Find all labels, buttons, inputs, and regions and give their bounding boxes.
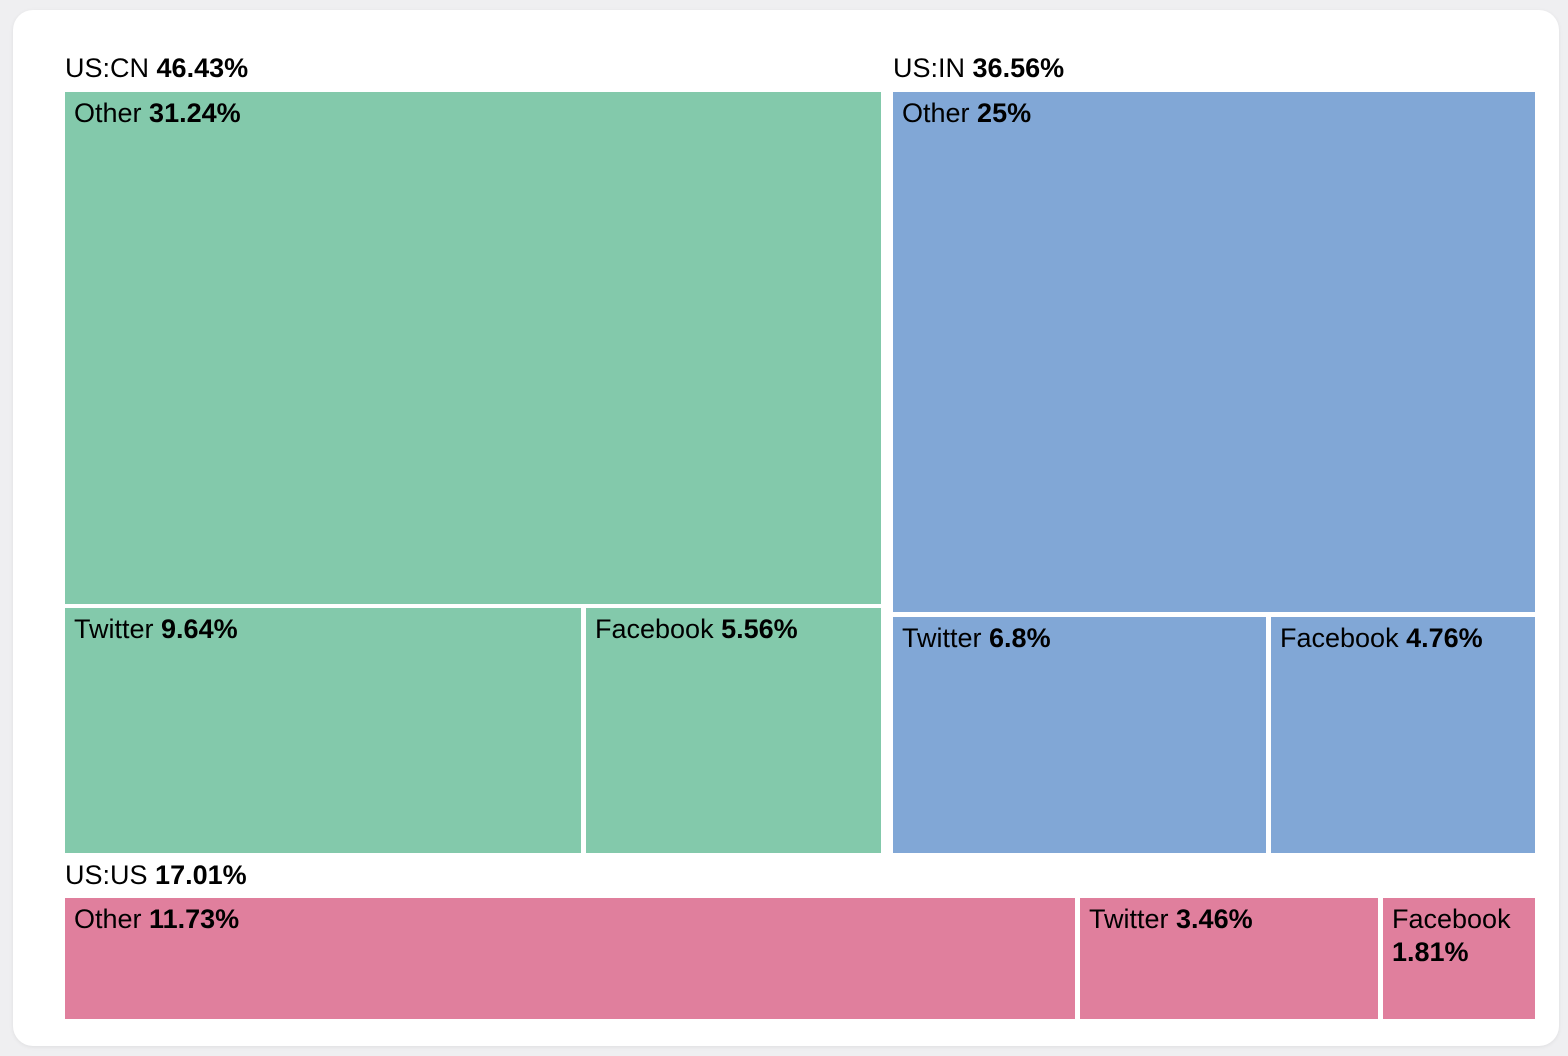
cell-label: Facebook bbox=[1280, 623, 1399, 653]
cell-value: 9.64% bbox=[161, 614, 238, 644]
group-label: US:IN bbox=[893, 53, 966, 83]
cell-label: Twitter bbox=[74, 614, 154, 644]
group-value: 36.56% bbox=[972, 53, 1065, 83]
cell-label: Other bbox=[902, 98, 970, 128]
cell-value: 1.81% bbox=[1392, 937, 1469, 967]
cell-value: 4.76% bbox=[1406, 623, 1483, 653]
cell-label: Twitter bbox=[1089, 904, 1169, 934]
cell-value: 31.24% bbox=[149, 98, 241, 128]
treemap-cell-us-cn-other[interactable]: Other 31.24% bbox=[65, 92, 881, 604]
cell-label: Twitter bbox=[902, 623, 982, 653]
cell-label: Facebook bbox=[595, 614, 714, 644]
cell-value: 6.8% bbox=[989, 623, 1051, 653]
treemap-cell-us-us-facebook[interactable]: Facebook 1.81% bbox=[1383, 898, 1535, 1019]
group-header-us-cn: US:CN 46.43% bbox=[65, 52, 248, 84]
treemap-cell-us-us-other[interactable]: Other 11.73% bbox=[65, 898, 1075, 1019]
treemap-card: US:CN 46.43% Other 31.24% Twitter 9.64% … bbox=[13, 10, 1559, 1046]
cell-label: Other bbox=[74, 904, 142, 934]
cell-value: 11.73% bbox=[149, 904, 240, 934]
cell-value: 3.46% bbox=[1176, 904, 1253, 934]
cell-value: 5.56% bbox=[721, 614, 798, 644]
treemap-cell-us-us-twitter[interactable]: Twitter 3.46% bbox=[1080, 898, 1378, 1019]
group-header-us-us: US:US 17.01% bbox=[65, 859, 247, 891]
group-label: US:CN bbox=[65, 53, 150, 83]
group-label: US:US bbox=[65, 860, 148, 890]
treemap-cell-us-in-facebook[interactable]: Facebook 4.76% bbox=[1271, 617, 1535, 853]
treemap-cell-us-cn-twitter[interactable]: Twitter 9.64% bbox=[65, 608, 581, 853]
group-value: 17.01% bbox=[155, 860, 247, 890]
group-value: 46.43% bbox=[156, 53, 249, 83]
cell-label: Facebook bbox=[1392, 904, 1511, 934]
treemap-cell-us-cn-facebook[interactable]: Facebook 5.56% bbox=[586, 608, 881, 853]
cell-value: 25% bbox=[977, 98, 1032, 128]
treemap-cell-us-in-other[interactable]: Other 25% bbox=[893, 92, 1535, 612]
cell-label: Other bbox=[74, 98, 142, 128]
treemap-cell-us-in-twitter[interactable]: Twitter 6.8% bbox=[893, 617, 1266, 853]
group-header-us-in: US:IN 36.56% bbox=[893, 52, 1064, 84]
